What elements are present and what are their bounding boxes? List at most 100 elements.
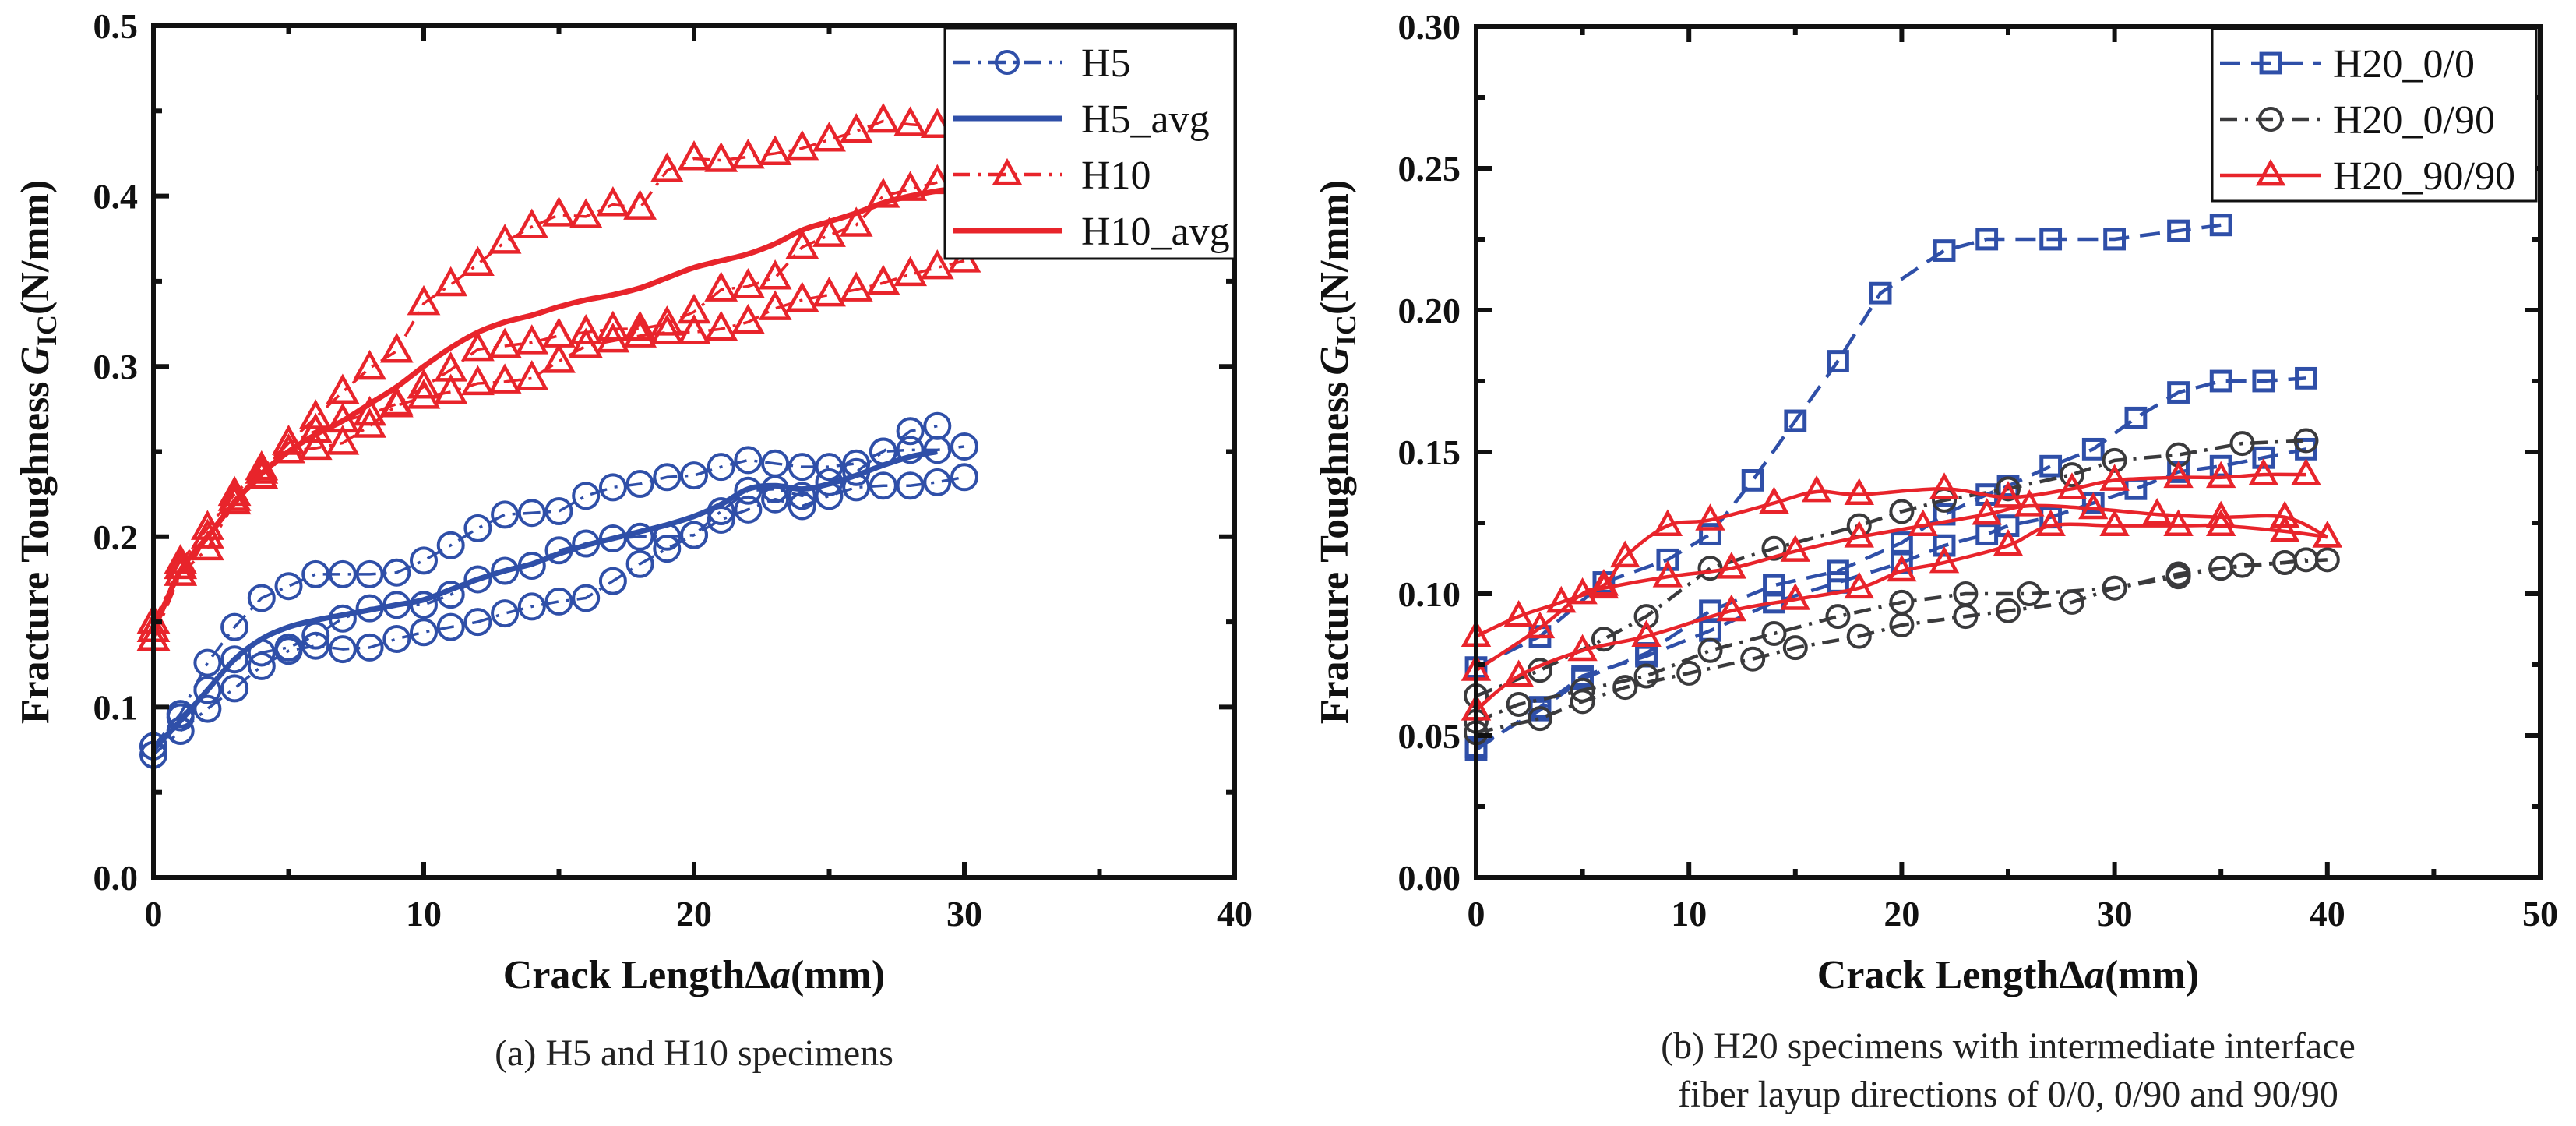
panel-a-data-marks	[136, 102, 981, 769]
data-point-circle	[1591, 627, 1616, 652]
data-point-circle	[1740, 646, 1766, 672]
series-line	[1475, 439, 2306, 698]
data-point-circle	[463, 514, 492, 542]
data-point-triangle	[758, 290, 792, 320]
data-point-circle	[410, 546, 438, 575]
panel-a-y-axis-title: Fracture Toughness GIC(N/mm)	[13, 180, 62, 725]
data-point-circle	[166, 703, 195, 732]
data-point-triangle	[812, 276, 846, 307]
data-point-triangle	[2312, 521, 2343, 548]
data-point-triangle	[2269, 514, 2300, 542]
data-point-triangle	[1503, 600, 1534, 627]
data-point-triangle	[164, 556, 198, 586]
data-point-square	[2103, 228, 2126, 251]
data-point-square	[2081, 437, 2105, 461]
data-point-circle	[463, 565, 492, 594]
data-point-triangle	[1716, 594, 1747, 622]
data-point-circle	[2059, 589, 2084, 615]
y-tick-label: 0.30	[1398, 7, 1461, 47]
y-tick-label: 0.05	[1398, 716, 1461, 756]
data-point-circle	[2102, 447, 2127, 473]
legend-box	[943, 26, 1236, 260]
data-point-circle	[301, 621, 330, 650]
data-point-circle	[491, 599, 520, 628]
data-point-triangle	[758, 259, 792, 290]
data-point-circle	[598, 524, 627, 552]
data-point-triangle	[1908, 509, 1938, 537]
x-title-post: (mm)	[791, 953, 885, 997]
data-point-triangle	[2205, 461, 2236, 489]
data-point-triangle	[1652, 560, 1683, 588]
data-point-circle	[896, 471, 925, 500]
data-point-circle	[491, 500, 520, 529]
data-point-triangle	[596, 186, 630, 217]
data-point-square	[1933, 239, 1956, 262]
data-point-triangle	[677, 140, 711, 171]
data-point-triangle	[2269, 500, 2300, 528]
data-point-circle	[274, 572, 303, 601]
data-point-circle	[1612, 675, 1638, 701]
data-point-triangle	[1631, 619, 1662, 648]
legend-marker-triangle	[2255, 158, 2286, 186]
y-tick-label: 0.1	[93, 687, 139, 727]
data-point-triangle	[920, 249, 954, 280]
data-point-triangle	[893, 171, 928, 201]
data-point-triangle	[650, 152, 684, 182]
y-tick-label: 0.10	[1398, 574, 1461, 614]
data-point-circle	[734, 446, 763, 475]
data-point-triangle	[785, 228, 819, 259]
data-point-triangle	[1652, 509, 1683, 537]
series-line	[152, 475, 965, 756]
data-point-circle	[734, 495, 763, 524]
data-point-circle	[625, 549, 654, 578]
data-point-square	[1891, 531, 1913, 554]
data-point-triangle	[731, 138, 765, 169]
data-point-circle	[896, 436, 925, 464]
data-point-square	[2209, 369, 2232, 393]
x-tick-label: 40	[2310, 894, 2345, 934]
data-point-circle	[517, 592, 546, 621]
series-line	[1475, 447, 2306, 752]
data-point-circle	[382, 558, 411, 587]
series-line	[152, 181, 938, 623]
data-point-square	[2209, 214, 2232, 237]
y-tick-label: 0.0	[93, 858, 139, 898]
legend-marker-circle	[2258, 107, 2283, 132]
y-tick-label: 0.2	[93, 517, 139, 557]
data-point-triangle	[542, 343, 576, 373]
data-point-triangle	[1524, 611, 1556, 639]
data-point-square	[1571, 667, 1594, 690]
data-point-triangle	[542, 196, 576, 227]
series-line	[1475, 223, 2222, 669]
data-point-square	[1741, 469, 1764, 492]
data-point-circle	[1676, 660, 1702, 686]
data-point-circle	[1996, 598, 2021, 623]
data-point-triangle	[353, 395, 387, 426]
panel-b-legend: H20_0/0 H20_0/90 H20_90/90	[2211, 27, 2538, 203]
data-point-square	[2295, 366, 2317, 390]
data-point-triangle	[893, 106, 928, 136]
data-point-triangle	[812, 121, 846, 152]
data-point-circle	[1953, 604, 1979, 630]
data-point-square	[2124, 477, 2148, 500]
data-point-square	[2039, 454, 2063, 478]
x-title-italic: a	[770, 953, 791, 997]
data-point-circle	[680, 521, 708, 549]
data-point-square	[1699, 599, 1721, 623]
series-line	[1475, 503, 2328, 672]
data-point-circle	[788, 482, 816, 510]
panel-b-chart: 0 10 20 30 40 500.000.050.100.150.200.250.30 …	[1313, 7, 2558, 1115]
data-point-triangle	[407, 379, 441, 409]
legend-label: H10_avg	[1081, 210, 1230, 254]
data-point-circle	[247, 584, 276, 612]
data-point-triangle	[596, 310, 630, 341]
data-point-square	[2252, 369, 2275, 393]
data-point-circle	[788, 492, 816, 521]
data-point-circle	[734, 476, 763, 505]
data-point-square	[1827, 571, 1849, 594]
data-point-triangle	[460, 245, 495, 277]
data-point-circle	[625, 470, 654, 499]
data-point-triangle	[677, 293, 711, 324]
data-point-circle	[1527, 706, 1552, 732]
data-point-triangle	[1844, 478, 1874, 506]
